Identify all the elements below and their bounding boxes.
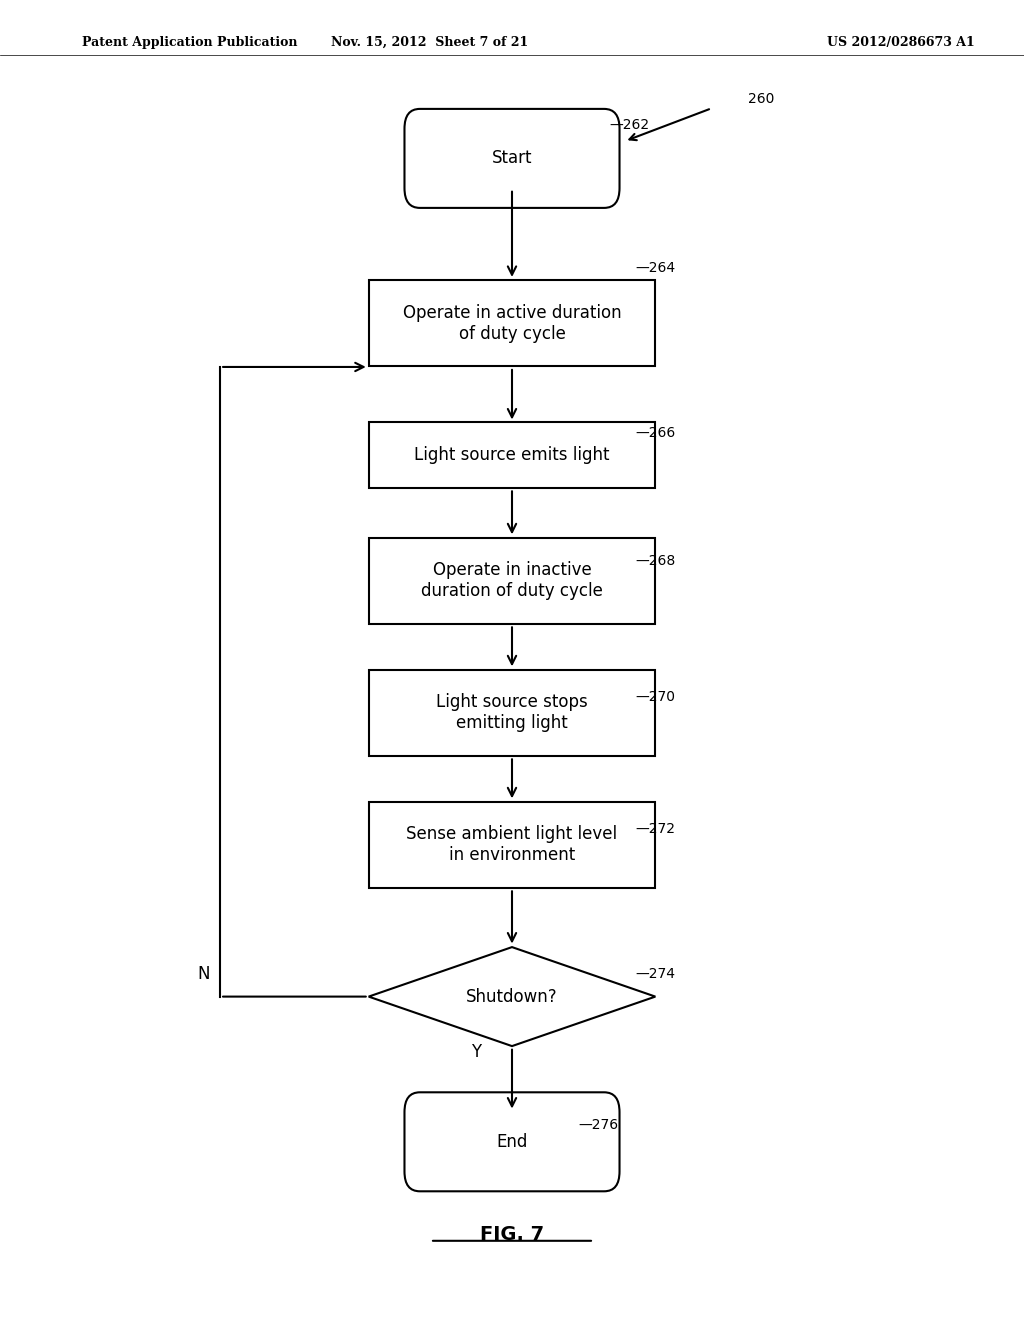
Text: Light source emits light: Light source emits light [415,446,609,465]
Text: —266: —266 [635,426,675,440]
Text: Shutdown?: Shutdown? [466,987,558,1006]
Text: Operate in inactive
duration of duty cycle: Operate in inactive duration of duty cyc… [421,561,603,601]
Text: N: N [198,965,210,983]
FancyBboxPatch shape [404,110,620,207]
Text: Y: Y [471,1043,481,1061]
Text: Sense ambient light level
in environment: Sense ambient light level in environment [407,825,617,865]
Bar [369,539,655,623]
Text: 260: 260 [748,92,774,106]
Text: —276: —276 [579,1118,618,1131]
Text: —274: —274 [635,968,675,981]
Text: Nov. 15, 2012  Sheet 7 of 21: Nov. 15, 2012 Sheet 7 of 21 [332,36,528,49]
Bar [369,801,655,887]
Text: —268: —268 [635,554,675,568]
Text: —270: —270 [635,690,675,704]
Text: End: End [497,1133,527,1151]
Text: Operate in active duration
of duty cycle: Operate in active duration of duty cycle [402,304,622,343]
Bar [369,280,655,366]
Bar [369,671,655,755]
FancyBboxPatch shape [404,1093,620,1191]
Text: FIG. 7: FIG. 7 [480,1225,544,1243]
Polygon shape [369,948,655,1045]
Text: Light source stops
emitting light: Light source stops emitting light [436,693,588,733]
Text: Patent Application Publication: Patent Application Publication [82,36,297,49]
Text: —262: —262 [609,119,649,132]
Text: US 2012/0286673 A1: US 2012/0286673 A1 [827,36,975,49]
Text: —264: —264 [635,261,675,275]
Text: —272: —272 [635,822,675,836]
Text: Start: Start [492,149,532,168]
Bar [369,422,655,488]
